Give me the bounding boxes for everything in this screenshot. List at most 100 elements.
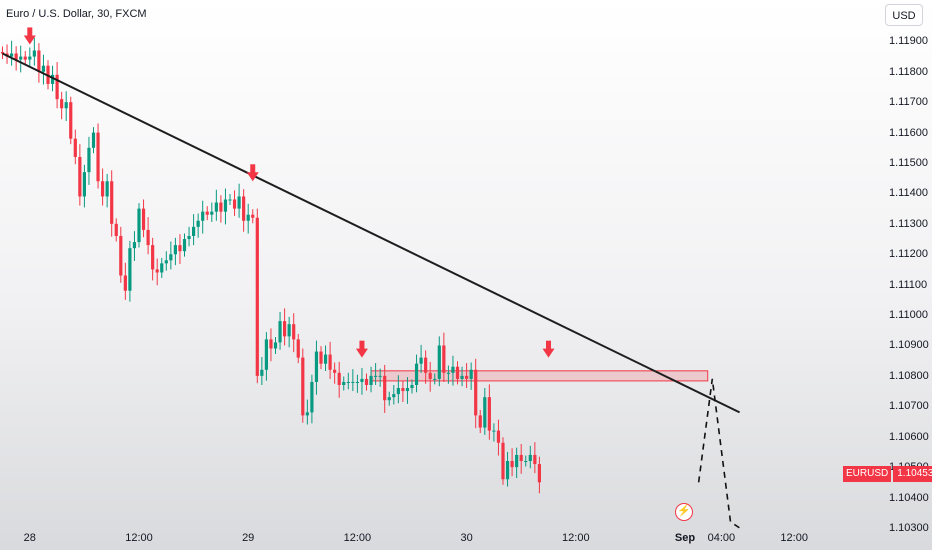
candle-body <box>164 260 168 264</box>
time-tick-label: 30 <box>460 532 473 544</box>
candle-body <box>105 181 109 197</box>
candle-body <box>269 339 273 349</box>
candle-body <box>264 339 268 370</box>
candle-body <box>446 372 450 374</box>
candle-body <box>19 56 23 60</box>
candle-body <box>132 242 137 249</box>
candle-body <box>342 381 346 385</box>
candle-body <box>114 223 118 236</box>
candle-body <box>460 375 464 379</box>
candle-body <box>424 357 428 373</box>
candle-body <box>101 181 105 197</box>
candle-body <box>314 351 319 382</box>
candle-body <box>78 156 82 197</box>
candle-body <box>273 342 278 349</box>
candle-body <box>32 50 36 57</box>
price-tick-label: 1.11900 <box>889 35 928 48</box>
candle-body <box>414 363 419 385</box>
candle-body <box>228 199 232 201</box>
candle-body <box>537 464 541 483</box>
candle-body <box>478 415 482 428</box>
time-tick-label: 28 <box>23 532 36 544</box>
candle-body <box>433 378 437 380</box>
candle-body <box>364 378 369 385</box>
candle-body <box>469 369 473 379</box>
candle-body <box>173 245 177 255</box>
candle-body <box>223 199 228 212</box>
candle-body <box>178 245 182 252</box>
candle-body <box>323 354 328 364</box>
candle-body <box>351 381 355 383</box>
candle-body <box>169 254 173 261</box>
arrow-down-icon <box>355 340 368 358</box>
candle-body <box>524 461 528 463</box>
candle-body <box>55 74 59 100</box>
price-tick-label: 1.11300 <box>889 217 928 230</box>
lightning-icon[interactable]: ⚡ <box>675 503 693 521</box>
last-price-symbol: EURUSD <box>843 466 892 482</box>
price-tick-label: 1.10300 <box>889 521 929 534</box>
candle-body <box>296 339 300 358</box>
price-tick-label: 1.10900 <box>889 339 929 352</box>
currency-button[interactable]: USD <box>885 4 923 26</box>
price-tick-label: 1.10400 <box>889 491 929 504</box>
price-tick-label: 1.11800 <box>889 65 928 78</box>
candle-body <box>287 324 291 337</box>
candle-body <box>123 275 127 291</box>
price-tick-label: 1.11400 <box>889 187 928 200</box>
candle-body <box>465 375 469 379</box>
candle-body <box>337 372 341 385</box>
candle-body <box>501 442 505 480</box>
candle-body <box>378 375 382 377</box>
arrow-down-icon <box>23 27 36 45</box>
candle-body <box>10 53 14 57</box>
candle-body <box>50 74 55 84</box>
time-tick-label: 12:00 <box>125 532 153 544</box>
candle-body <box>60 99 64 109</box>
candle-body <box>251 214 255 218</box>
candle-body <box>87 147 91 173</box>
candle-body <box>141 208 146 230</box>
price-tick-label: 1.10600 <box>889 430 929 443</box>
candle-body <box>528 454 532 462</box>
candle-body <box>283 321 287 337</box>
candle-body <box>519 454 523 462</box>
candle-body <box>483 397 487 428</box>
candle-body <box>255 217 259 376</box>
candle-body <box>487 397 491 431</box>
candle-body <box>37 50 41 72</box>
candle-body <box>23 56 27 60</box>
candle-body <box>201 211 205 221</box>
candle-body <box>360 378 364 382</box>
candle-body <box>151 245 155 270</box>
trendline <box>2 52 741 414</box>
candle-body <box>305 412 309 416</box>
time-tick-label: 12:00 <box>780 532 808 544</box>
candle-body <box>374 375 378 377</box>
price-tick-label: 1.11200 <box>889 248 928 261</box>
candle-body <box>428 372 432 379</box>
candle-body <box>369 375 373 385</box>
last-price-tag: EURUSD 1.10453 <box>843 466 932 482</box>
candle-body <box>146 229 150 246</box>
candle-body <box>160 263 164 273</box>
candle-body <box>346 381 350 383</box>
time-tick-label: 12:00 <box>343 532 372 544</box>
candle-body <box>64 102 68 109</box>
price-tick-label: 1.11500 <box>889 157 928 169</box>
candle-body <box>419 357 423 364</box>
candle-body <box>137 208 141 243</box>
candle-body <box>392 394 396 398</box>
candle-body <box>292 324 296 340</box>
candle-body <box>91 132 96 148</box>
candle-body <box>496 430 501 443</box>
candle-body <box>119 235 123 276</box>
time-tick-label: 04:00 <box>707 532 736 544</box>
candle-body <box>310 381 314 413</box>
candle-body <box>515 454 519 468</box>
candle-body <box>355 381 359 383</box>
candle-body <box>210 211 214 215</box>
candle-body <box>28 56 32 60</box>
